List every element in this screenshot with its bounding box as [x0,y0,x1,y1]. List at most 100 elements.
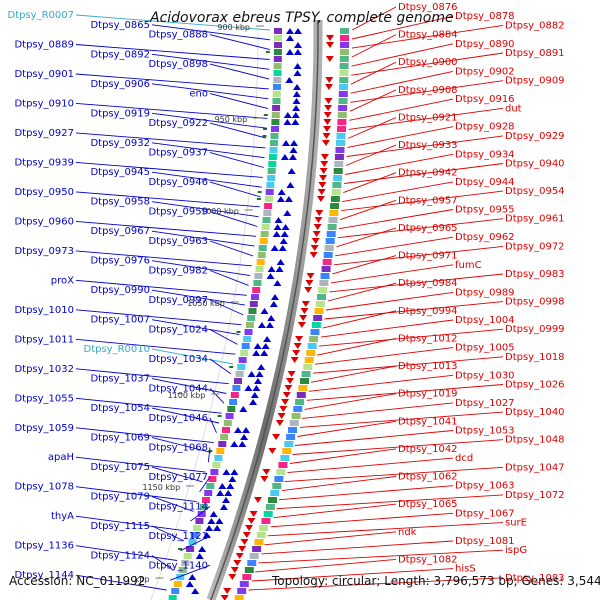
right-gene-label[interactable]: Dtpsy_0891 [505,48,565,59]
right-gene-label[interactable]: Dtpsy_0933 [398,140,458,151]
right-gene-label[interactable]: Dtpsy_0971 [398,251,458,262]
right-gene-label[interactable]: hisS [455,564,476,575]
right-gene-label[interactable]: Dtpsy_1042 [398,444,458,455]
left-gene-label[interactable]: Dtpsy_1034 [148,354,208,365]
left-gene-label[interactable]: Dtpsy_0889 [14,40,74,51]
left-gene-label[interactable]: Dtpsy_1011 [14,334,74,345]
left-gene-label[interactable]: Dtpsy_0946 [148,177,208,188]
left-gene-label[interactable]: Dtpsy_0982 [148,266,208,277]
right-gene-label[interactable]: Dtpsy_1030 [455,370,515,381]
left-gene-label[interactable]: Dtpsy_0892 [90,49,150,60]
left-gene-label[interactable]: Dtpsy_1044 [148,383,208,394]
right-gene-label[interactable]: Dtpsy_1081 [455,536,515,547]
left-gene-label[interactable]: Dtpsy_1078 [14,482,74,493]
right-gene-label[interactable]: Dtpsy_1019 [398,389,458,400]
left-gene-label[interactable]: Dtpsy_0958 [90,197,150,208]
left-gene-label[interactable]: Dtpsy_1055 [14,393,74,404]
right-gene-label[interactable]: Dtpsy_0940 [505,159,565,170]
right-gene-label[interactable]: Dtpsy_0998 [505,297,565,308]
left-gene-label[interactable]: Dtpsy_1059 [14,423,74,434]
right-gene-label[interactable]: Dtpsy_0890 [455,39,515,50]
left-gene-label[interactable]: Dtpsy_0919 [90,108,150,119]
right-gene-label[interactable]: Dtpsy_1065 [398,499,458,510]
right-gene-label[interactable]: Dtpsy_0983 [505,269,565,280]
left-gene-label[interactable]: Dtpsy_0959 [148,207,208,218]
right-gene-label[interactable]: Dtpsy_1004 [455,315,515,326]
right-gene-label[interactable]: Dtpsy_1053 [455,426,515,437]
right-gene-label[interactable]: Dtpsy_1005 [455,343,515,354]
right-gene-label[interactable]: Dtpsy_0916 [455,94,515,105]
right-gene-label[interactable]: Dtpsy_0965 [398,223,458,234]
left-gene-label[interactable]: Dtpsy_0922 [148,118,208,129]
right-gene-label[interactable]: fumC [455,260,482,271]
right-gene-label[interactable]: Dtpsy_1063 [455,481,515,492]
left-gene-label[interactable]: Dtpsy_1075 [90,462,150,473]
right-gene-label[interactable]: Dtpsy_0884 [398,30,458,41]
right-gene-label[interactable]: dut [505,103,522,114]
right-gene-label[interactable]: Dtpsy_0989 [455,287,515,298]
left-gene-label[interactable]: Dtpsy_R0010 [84,344,151,355]
right-gene-label[interactable]: Dtpsy_1027 [455,398,515,409]
right-gene-label[interactable]: Dtpsy_0900 [398,57,458,68]
right-gene-label[interactable]: Dtpsy_1041 [398,416,458,427]
left-gene-label[interactable]: Dtpsy_0906 [90,79,150,90]
right-gene-label[interactable]: Dtpsy_0929 [505,131,565,142]
left-gene-label[interactable]: Dtpsy_1037 [90,374,150,385]
right-gene-label[interactable]: Dtpsy_0902 [455,66,515,77]
left-gene-label[interactable]: Dtpsy_1007 [90,315,150,326]
right-gene-label[interactable]: Dtpsy_0954 [505,186,565,197]
right-gene-label[interactable]: Dtpsy_0984 [398,278,458,289]
right-gene-label[interactable]: Dtpsy_0928 [455,122,515,133]
right-gene-label[interactable]: Dtpsy_0921 [398,113,458,124]
left-gene-label[interactable]: thyA [51,511,74,522]
left-gene-label[interactable]: Dtpsy_1046 [148,413,208,424]
left-gene-label[interactable]: Dtpsy_1077 [148,472,208,483]
right-gene-label[interactable]: Dtpsy_1013 [398,361,458,372]
right-gene-label[interactable]: Dtpsy_0882 [505,20,565,31]
left-gene-label[interactable]: eno [189,89,208,100]
left-gene-label[interactable]: Dtpsy_0976 [90,256,150,267]
left-gene-label[interactable]: Dtpsy_0865 [90,20,150,31]
left-gene-label[interactable]: Dtpsy_1010 [14,305,74,316]
left-gene-label[interactable]: Dtpsy_1068 [148,442,208,453]
left-gene-label[interactable]: Dtpsy_0950 [14,187,74,198]
right-gene-label[interactable]: Dtpsy_0934 [455,149,515,160]
right-gene-label[interactable]: Dtpsy_0878 [455,11,515,22]
right-gene-label[interactable]: Dtpsy_1040 [505,407,565,418]
left-gene-label[interactable]: Dtpsy_0973 [14,246,74,257]
right-gene-label[interactable]: Dtpsy_1018 [505,352,565,363]
right-gene-label[interactable]: dcd [455,453,473,464]
right-gene-label[interactable]: Dtpsy_1026 [505,380,565,391]
right-gene-label[interactable]: Dtpsy_0961 [505,214,565,225]
left-gene-label[interactable]: Dtpsy_1069 [90,433,150,444]
left-gene-label[interactable]: Dtpsy_0960 [14,216,74,227]
left-gene-label[interactable]: Dtpsy_0967 [90,226,150,237]
left-gene-label[interactable]: Dtpsy_1115 [90,521,150,532]
left-gene-label[interactable]: Dtpsy_0932 [90,138,150,149]
right-gene-label[interactable]: Dtpsy_0942 [398,168,458,179]
right-gene-label[interactable]: Dtpsy_1083 [505,573,565,584]
left-gene-label[interactable]: proX [51,275,74,286]
right-gene-label[interactable]: Dtpsy_0962 [455,232,515,243]
left-gene-label[interactable]: Dtpsy_0927 [14,128,74,139]
right-gene-label[interactable]: Dtpsy_0957 [398,195,458,206]
left-gene-label[interactable]: Dtpsy_0945 [90,167,150,178]
left-gene-label[interactable]: Dtpsy_1136 [14,541,74,552]
right-gene-label[interactable]: Dtpsy_0909 [505,76,565,87]
right-gene-label[interactable]: Dtpsy_1082 [398,554,458,565]
left-gene-label[interactable]: Dtpsy_1140 [148,560,208,571]
right-gene-label[interactable]: Dtpsy_1047 [505,462,565,473]
right-gene-label[interactable]: Dtpsy_1048 [505,435,565,446]
left-gene-label[interactable]: Dtpsy_1124 [90,551,150,562]
right-gene-label[interactable]: Dtpsy_1072 [505,490,565,501]
left-gene-label[interactable]: Dtpsy_1024 [148,325,208,336]
right-gene-label[interactable]: Dtpsy_0955 [455,205,515,216]
left-gene-label[interactable]: Dtpsy_0963 [148,236,208,247]
right-gene-label[interactable]: Dtpsy_0908 [398,85,458,96]
right-gene-label[interactable]: ispG [505,545,527,556]
left-gene-label[interactable]: Dtpsy_0901 [14,69,74,80]
left-gene-label[interactable]: Dtpsy_1121 [148,531,208,542]
left-gene-label[interactable]: Dtpsy_R0007 [8,10,75,21]
left-gene-label[interactable]: Dtpsy_0888 [148,30,208,41]
right-gene-label[interactable]: ndk [398,527,417,538]
